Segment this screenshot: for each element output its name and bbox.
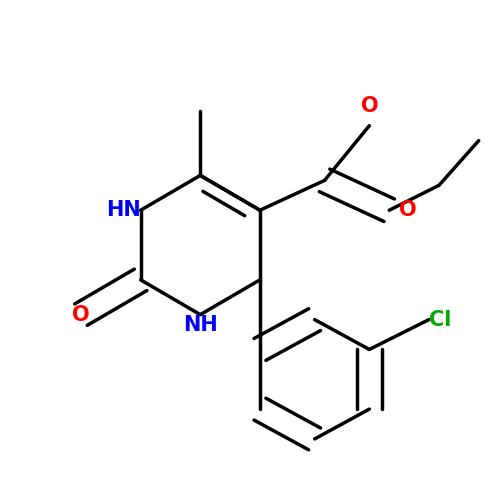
Text: O: O: [360, 96, 378, 116]
Text: O: O: [72, 304, 90, 324]
Text: O: O: [399, 200, 417, 220]
Text: NH: NH: [183, 314, 218, 334]
Text: Cl: Cl: [429, 310, 452, 330]
Text: HN: HN: [106, 200, 140, 220]
